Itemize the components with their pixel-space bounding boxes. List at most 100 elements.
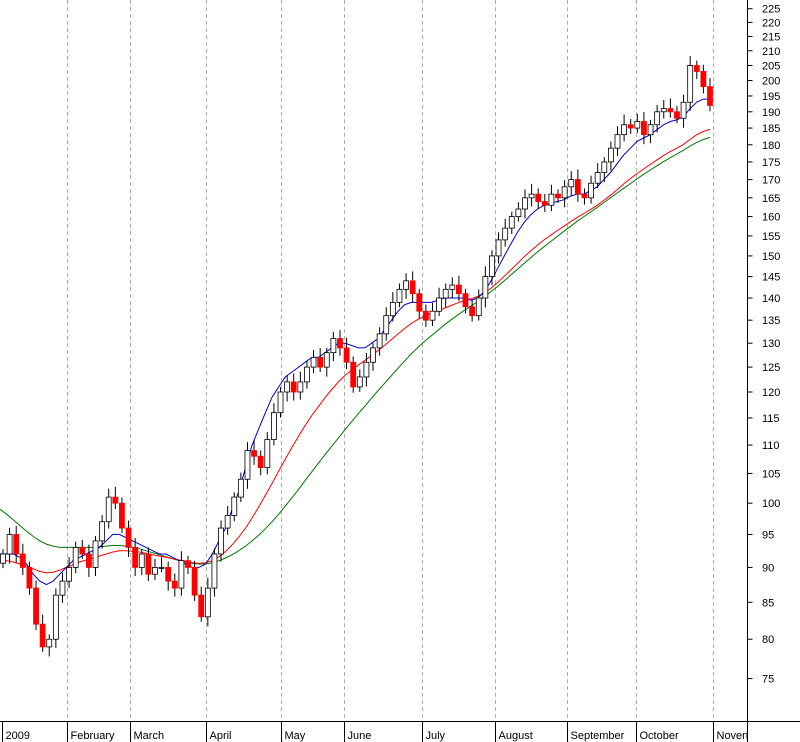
candle-body-up — [152, 567, 158, 575]
candle — [442, 283, 449, 308]
candle-body-up — [271, 412, 277, 440]
candle — [370, 343, 376, 371]
candle-body-up — [211, 553, 218, 589]
ma-long-line — [0, 136, 711, 565]
candle — [541, 193, 548, 213]
candle-body-up — [66, 567, 72, 582]
candle — [475, 289, 482, 321]
candle-body-up — [231, 496, 238, 516]
x-tick-label: February — [71, 730, 116, 742]
candle — [290, 373, 297, 401]
candle-body-down — [581, 193, 588, 199]
candle-body-down — [257, 455, 264, 469]
y-tick-label: 185 — [762, 123, 780, 135]
y-tick-label: 85 — [762, 597, 774, 609]
candle-body-down — [462, 293, 469, 308]
candle — [185, 555, 191, 575]
candle-body-up — [614, 134, 621, 149]
candle-body-up — [330, 338, 337, 354]
candle-body-up — [449, 284, 456, 290]
candle-body-down — [416, 293, 423, 312]
candle-body-up — [304, 366, 310, 383]
candle — [66, 557, 72, 588]
candle-body-up — [105, 496, 112, 523]
candle-body-up — [363, 361, 370, 378]
y-tick-label: 170 — [762, 175, 780, 187]
candle-body-down — [707, 86, 713, 106]
candle-body-up — [237, 478, 244, 498]
candle — [674, 106, 680, 124]
candlestick-series — [0, 56, 713, 657]
y-tick-label: 190 — [762, 107, 780, 119]
y-tick-label: 225 — [762, 4, 780, 16]
candle-body-up — [489, 255, 495, 278]
candle — [522, 189, 528, 219]
candle — [231, 492, 238, 522]
candle-body-down — [456, 284, 462, 295]
candle — [574, 169, 581, 202]
candle — [244, 442, 251, 489]
candle — [416, 288, 423, 319]
candle — [607, 141, 614, 171]
y-tick-label: 125 — [762, 362, 780, 374]
candle-body-up — [396, 288, 403, 303]
candle — [456, 275, 462, 302]
x-tick-label: August — [499, 730, 533, 742]
candle-body-up — [594, 172, 601, 184]
y-tick-label: 200 — [762, 76, 780, 88]
candle — [39, 614, 46, 652]
candle-body-up — [634, 121, 641, 129]
candle — [700, 64, 707, 94]
candle — [389, 292, 396, 322]
candle — [601, 157, 608, 183]
candle-body-up — [528, 193, 535, 199]
candle-body-up — [442, 288, 449, 299]
candle — [317, 348, 324, 373]
y-tick-label: 100 — [762, 498, 780, 510]
candle-body-up — [59, 580, 66, 596]
candle-body-up — [356, 376, 363, 388]
y-tick-label: 95 — [762, 529, 774, 541]
candle-body-up — [475, 297, 482, 317]
candle-body-up — [178, 560, 185, 589]
candle-body-up — [601, 161, 608, 173]
candle — [568, 171, 575, 196]
candle-body-down — [317, 357, 324, 368]
y-tick-label: 215 — [762, 31, 780, 43]
candle-body-up — [687, 65, 694, 103]
candle — [429, 302, 436, 326]
candle — [304, 361, 310, 389]
candle-body-down — [541, 201, 548, 206]
candle — [79, 539, 86, 559]
y-tick-label: 75 — [762, 674, 774, 686]
candle — [396, 283, 403, 308]
candle-body-down — [337, 338, 343, 349]
y-tick-label: 150 — [762, 251, 780, 263]
candle — [502, 218, 509, 247]
y-tick-label: 130 — [762, 338, 780, 350]
candle — [383, 307, 390, 341]
candle — [621, 114, 628, 142]
candle-body-up — [660, 108, 667, 113]
candle — [363, 352, 370, 387]
candle — [687, 56, 694, 111]
candle — [330, 331, 337, 362]
candle — [284, 375, 291, 402]
candle-body-down — [422, 310, 429, 321]
candle — [310, 349, 317, 373]
candle-body-down — [574, 179, 581, 195]
candle — [13, 525, 20, 563]
candle — [165, 561, 172, 591]
candle-body-up — [218, 527, 224, 555]
candle — [356, 369, 363, 392]
candle-body-up — [607, 147, 614, 163]
candle-body-down — [165, 567, 172, 582]
candle — [350, 356, 357, 393]
candle-body-up — [46, 638, 53, 648]
candle — [594, 163, 601, 189]
candle — [641, 112, 647, 145]
candle — [693, 60, 700, 80]
candle — [46, 634, 53, 657]
candle — [237, 472, 244, 502]
candle — [548, 184, 555, 212]
